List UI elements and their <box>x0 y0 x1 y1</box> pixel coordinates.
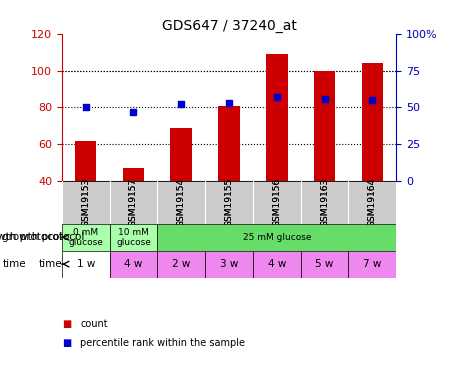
Text: GSM19154: GSM19154 <box>177 178 186 227</box>
FancyBboxPatch shape <box>109 181 158 224</box>
Text: GSM19153: GSM19153 <box>81 178 90 227</box>
Text: GSM19155: GSM19155 <box>224 178 234 227</box>
FancyBboxPatch shape <box>253 251 300 278</box>
Text: count: count <box>80 320 108 329</box>
FancyBboxPatch shape <box>205 181 253 224</box>
Text: GSM19156: GSM19156 <box>272 178 281 227</box>
Text: 2 w: 2 w <box>172 259 191 269</box>
Point <box>369 97 376 103</box>
Bar <box>314 70 335 181</box>
Text: ■: ■ <box>62 320 71 329</box>
Bar <box>75 141 97 181</box>
Text: GSM19154: GSM19154 <box>177 178 186 227</box>
FancyBboxPatch shape <box>109 251 158 278</box>
Text: 10 mM
glucose: 10 mM glucose <box>116 228 151 247</box>
FancyBboxPatch shape <box>62 251 109 278</box>
Text: time: time <box>39 259 63 269</box>
Point <box>82 104 89 110</box>
Text: 5 w: 5 w <box>316 259 334 269</box>
Text: ■: ■ <box>62 338 71 348</box>
FancyBboxPatch shape <box>158 181 205 224</box>
FancyBboxPatch shape <box>62 224 109 251</box>
Point <box>178 102 185 108</box>
Text: GSM19156: GSM19156 <box>272 178 281 227</box>
FancyBboxPatch shape <box>158 251 205 278</box>
Text: 1 w: 1 w <box>76 259 95 269</box>
Bar <box>218 106 240 181</box>
Text: 7 w: 7 w <box>363 259 382 269</box>
FancyBboxPatch shape <box>158 224 396 251</box>
Text: GSM19153: GSM19153 <box>81 178 90 227</box>
Point <box>130 109 137 115</box>
Text: GSM19164: GSM19164 <box>368 178 377 227</box>
Title: GDS647 / 37240_at: GDS647 / 37240_at <box>162 19 296 33</box>
Point <box>225 100 233 106</box>
Text: 0 mM
glucose: 0 mM glucose <box>68 228 103 247</box>
Bar <box>123 168 144 181</box>
Text: growth protocol: growth protocol <box>0 232 63 242</box>
Text: 4 w: 4 w <box>267 259 286 269</box>
FancyBboxPatch shape <box>253 181 300 224</box>
Text: time: time <box>2 259 26 269</box>
FancyBboxPatch shape <box>62 181 109 224</box>
Bar <box>361 63 383 181</box>
Text: GSM19157: GSM19157 <box>129 178 138 227</box>
Text: growth protocol: growth protocol <box>2 232 85 242</box>
Point <box>273 94 280 100</box>
FancyBboxPatch shape <box>300 181 349 224</box>
Text: GSM19164: GSM19164 <box>368 178 377 227</box>
Text: percentile rank within the sample: percentile rank within the sample <box>80 338 245 348</box>
FancyBboxPatch shape <box>349 181 396 224</box>
Bar <box>170 128 192 181</box>
Text: GSM19163: GSM19163 <box>320 178 329 227</box>
Bar <box>266 54 288 181</box>
Text: 3 w: 3 w <box>220 259 238 269</box>
FancyBboxPatch shape <box>349 251 396 278</box>
Point <box>321 96 328 102</box>
Text: GSM19157: GSM19157 <box>129 178 138 227</box>
FancyBboxPatch shape <box>205 251 253 278</box>
FancyBboxPatch shape <box>300 251 349 278</box>
Text: GSM19163: GSM19163 <box>320 178 329 227</box>
Text: 25 mM glucose: 25 mM glucose <box>243 233 311 242</box>
Text: 4 w: 4 w <box>124 259 142 269</box>
FancyBboxPatch shape <box>109 224 158 251</box>
Text: GSM19155: GSM19155 <box>224 178 234 227</box>
